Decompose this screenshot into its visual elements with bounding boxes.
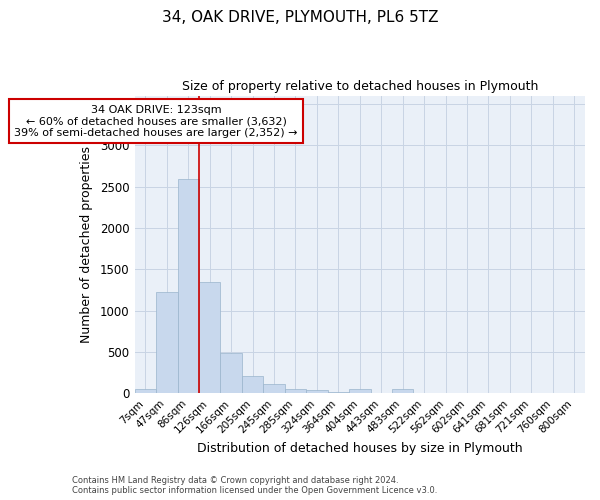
Bar xyxy=(263,384,285,394)
Text: 34, OAK DRIVE, PLYMOUTH, PL6 5TZ: 34, OAK DRIVE, PLYMOUTH, PL6 5TZ xyxy=(162,10,438,25)
Bar xyxy=(242,376,263,394)
Bar xyxy=(134,389,156,394)
Title: Size of property relative to detached houses in Plymouth: Size of property relative to detached ho… xyxy=(182,80,538,93)
X-axis label: Distribution of detached houses by size in Plymouth: Distribution of detached houses by size … xyxy=(197,442,523,455)
Bar xyxy=(199,282,220,394)
Text: 34 OAK DRIVE: 123sqm
← 60% of detached houses are smaller (3,632)
39% of semi-de: 34 OAK DRIVE: 123sqm ← 60% of detached h… xyxy=(14,104,298,138)
Bar xyxy=(220,353,242,394)
Bar xyxy=(285,389,306,394)
Bar xyxy=(178,179,199,394)
Bar xyxy=(349,389,371,394)
Y-axis label: Number of detached properties: Number of detached properties xyxy=(80,146,93,343)
Bar xyxy=(392,389,413,394)
Bar xyxy=(156,292,178,394)
Text: Contains HM Land Registry data © Crown copyright and database right 2024.
Contai: Contains HM Land Registry data © Crown c… xyxy=(72,476,437,495)
Bar xyxy=(328,392,349,394)
Bar xyxy=(306,390,328,394)
